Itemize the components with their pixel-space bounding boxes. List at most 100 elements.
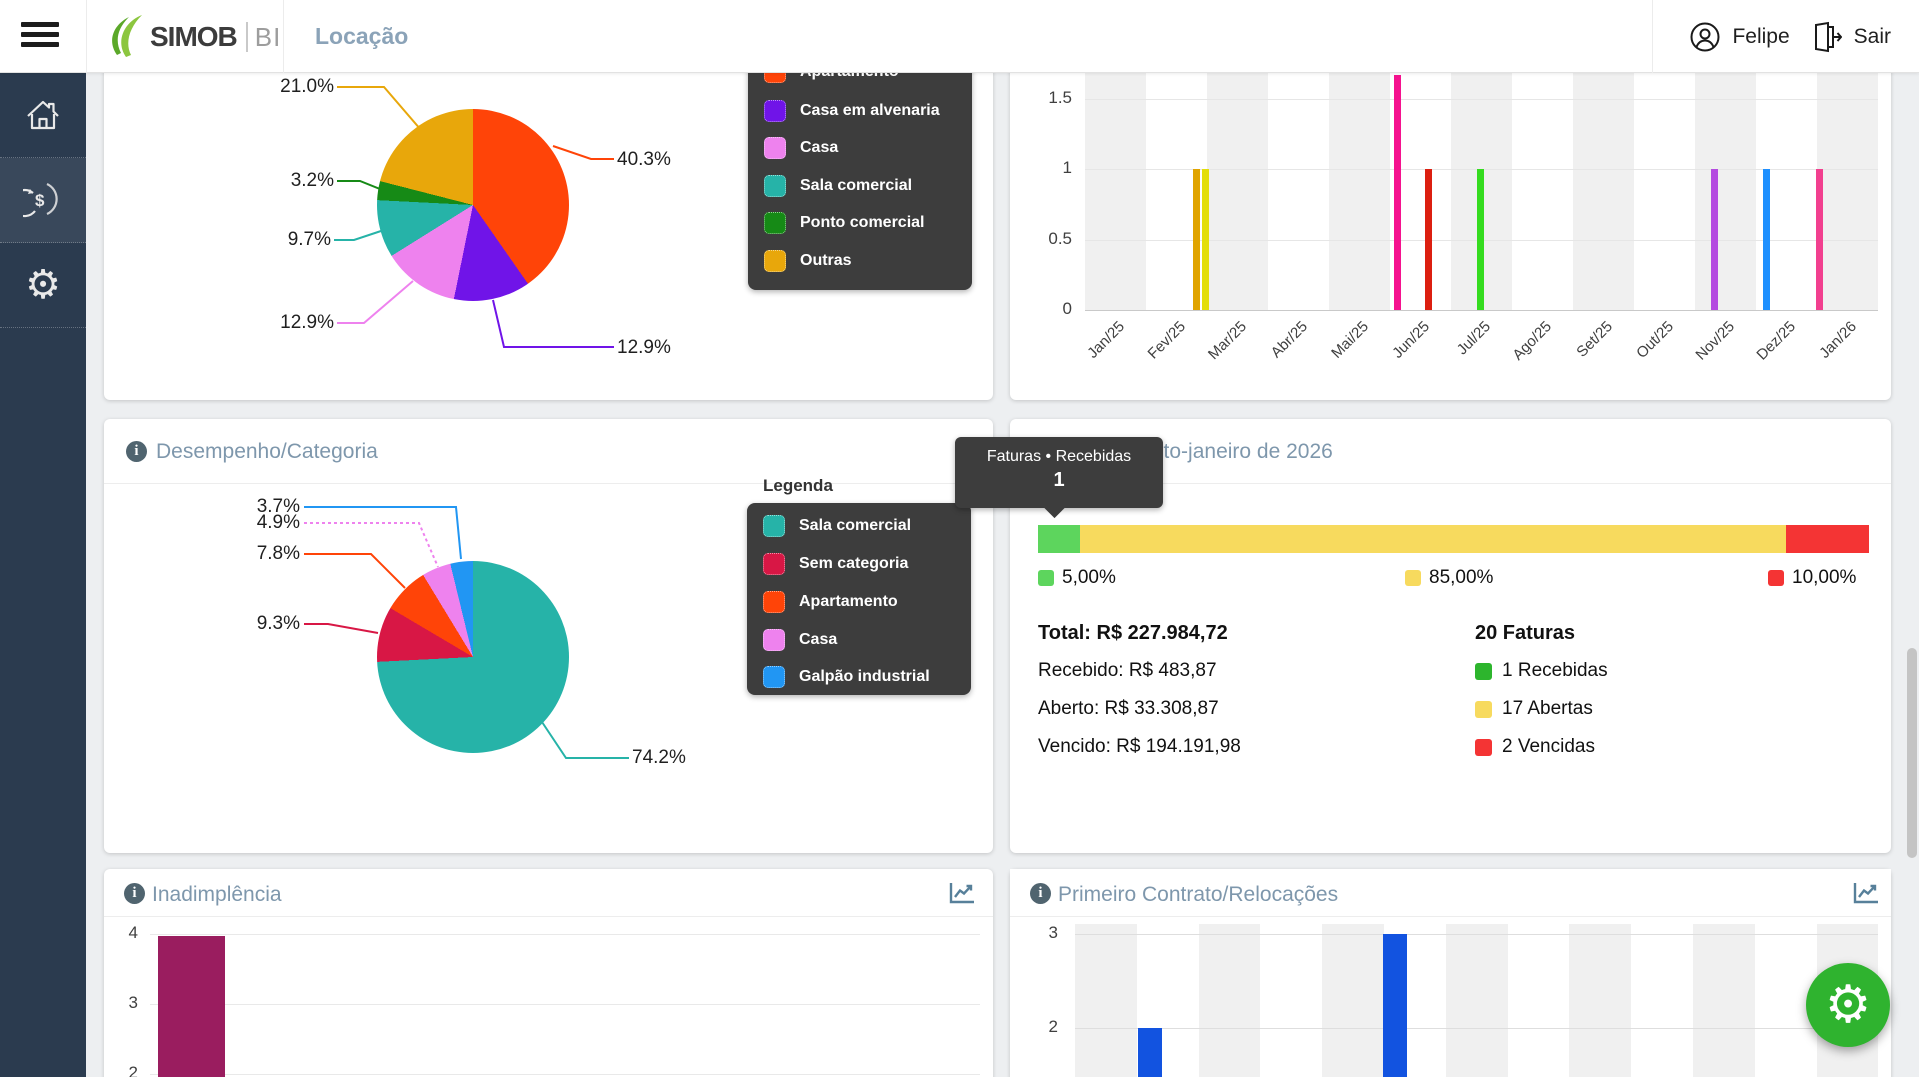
svg-text:$: $ bbox=[35, 191, 45, 210]
bar[interactable] bbox=[1711, 169, 1718, 310]
scrollbar-thumb[interactable] bbox=[1907, 648, 1917, 858]
y-tick: 0.5 bbox=[1048, 229, 1072, 248]
bar-segment-vencidas[interactable] bbox=[1785, 525, 1869, 553]
legend-swatch bbox=[764, 250, 786, 272]
bar[interactable] bbox=[1394, 75, 1401, 310]
panel-primeiro-contrato: i Primeiro Contrato/Relocações 3 2 bbox=[1010, 869, 1891, 1077]
logout-button[interactable] bbox=[1812, 21, 1842, 53]
y-tick: 4 bbox=[128, 923, 138, 942]
sidebar-item-home[interactable] bbox=[0, 73, 86, 158]
bar[interactable] bbox=[1202, 169, 1209, 310]
page-title: Locação bbox=[315, 23, 409, 49]
legend-item[interactable]: Casa em alvenaria bbox=[764, 100, 940, 122]
legend-item[interactable]: Sem categoria bbox=[763, 553, 908, 575]
sidebar: $ ⚙ bbox=[0, 73, 86, 1077]
line-chart-icon[interactable] bbox=[949, 882, 975, 904]
bar[interactable] bbox=[1193, 169, 1200, 310]
user-icon bbox=[1690, 22, 1720, 51]
total-line: Total: R$ 227.984,72 bbox=[1038, 622, 1228, 644]
primeiro-stripes bbox=[1010, 869, 1891, 1077]
brand-logo: SIMOB BI bbox=[104, 12, 281, 62]
pie1-chart[interactable] bbox=[377, 109, 569, 301]
panel-inadimplencia: i Inadimplência 4 3 2 bbox=[104, 869, 993, 1077]
pie1-label: 12.9% bbox=[280, 312, 334, 333]
legend-swatch bbox=[763, 591, 785, 613]
pie2-legend: Sala comercial Sem categoria Apartamento… bbox=[747, 503, 971, 695]
legend-item[interactable]: Apartamento bbox=[763, 591, 898, 613]
legend-item[interactable]: Casa bbox=[763, 629, 837, 651]
pie1-legend: Apartamento Casa em alvenaria Casa Sala … bbox=[748, 35, 972, 290]
legend-item[interactable]: Outras bbox=[764, 250, 852, 272]
bar[interactable] bbox=[1477, 169, 1484, 310]
bar[interactable] bbox=[158, 936, 225, 1077]
pie2-label: 9.3% bbox=[256, 613, 300, 634]
brand-primary: SIMOB bbox=[150, 21, 238, 52]
row-swatch bbox=[1475, 738, 1492, 756]
pie2-label: 74.2% bbox=[632, 747, 686, 768]
y-tick: 2 bbox=[128, 1063, 138, 1077]
sidebar-item-financeiro[interactable]: $ bbox=[0, 158, 86, 243]
pie2-label: 4.9% bbox=[256, 512, 300, 533]
y-tick: 3 bbox=[128, 993, 138, 1012]
aberto-line: Aberto: R$ 33.308,87 bbox=[1038, 698, 1219, 719]
pie2-chart[interactable] bbox=[377, 561, 569, 753]
bar[interactable] bbox=[1138, 1028, 1162, 1077]
legend-swatch bbox=[764, 175, 786, 197]
legend-item[interactable]: Sala comercial bbox=[763, 515, 911, 537]
pct-swatch bbox=[1038, 570, 1054, 586]
segment-pct: 5,00% bbox=[1038, 567, 1116, 589]
logo-leaf-icon bbox=[112, 15, 142, 57]
recebido-line: Recebido: R$ 483,87 bbox=[1038, 660, 1217, 681]
segment-pct: 10,00% bbox=[1768, 567, 1856, 589]
bar[interactable] bbox=[1383, 934, 1407, 1077]
home-icon bbox=[27, 100, 59, 130]
panel-desempenho: i Desempenho/Categoria Legenda Sala come… bbox=[104, 419, 993, 853]
info-icon[interactable]: i bbox=[1030, 883, 1051, 904]
legend-swatch bbox=[763, 553, 785, 575]
legend-item[interactable]: Ponto comercial bbox=[764, 212, 924, 234]
faturamento-stacked-bar[interactable] bbox=[1038, 525, 1869, 553]
monthly-plot[interactable] bbox=[1010, 0, 1891, 400]
logout-label[interactable]: Sair bbox=[1853, 24, 1891, 48]
bar[interactable] bbox=[1816, 169, 1823, 310]
row-swatch bbox=[1475, 662, 1492, 680]
y-tick: 1.5 bbox=[1048, 88, 1072, 107]
pie1-label: 21.0% bbox=[280, 76, 334, 97]
legend-item[interactable]: Galpão industrial bbox=[763, 666, 930, 688]
pct-swatch bbox=[1405, 570, 1421, 586]
logout-icon bbox=[1814, 21, 1842, 52]
gear-icon: ⚙ bbox=[25, 263, 61, 307]
user-menu[interactable] bbox=[1690, 22, 1720, 52]
pie2-label: 3.7% bbox=[256, 496, 300, 517]
pie1-label: 12.9% bbox=[617, 337, 671, 358]
user-name[interactable]: Felipe bbox=[1732, 24, 1790, 48]
pct-swatch bbox=[1768, 570, 1784, 586]
line-chart-icon[interactable] bbox=[1853, 882, 1879, 904]
bar-segment-abertas[interactable] bbox=[1079, 525, 1786, 553]
bar-segment-recebidas[interactable] bbox=[1038, 525, 1080, 553]
legend-swatch bbox=[764, 100, 786, 122]
gear-icon: ⚙ bbox=[1824, 976, 1872, 1034]
legend-item[interactable]: Casa bbox=[764, 137, 838, 159]
info-icon[interactable]: i bbox=[126, 441, 147, 462]
vencido-line: Vencido: R$ 194.191,98 bbox=[1038, 736, 1241, 757]
tooltip-value: 1 bbox=[1053, 469, 1065, 491]
legend-item[interactable]: Sala comercial bbox=[764, 175, 912, 197]
bar[interactable] bbox=[1425, 169, 1432, 310]
tooltip-label: Faturas • Recebidas bbox=[986, 448, 1132, 465]
bar[interactable] bbox=[1763, 169, 1770, 310]
sidebar-item-settings[interactable]: ⚙ bbox=[0, 243, 86, 328]
brand-secondary: BI bbox=[254, 21, 282, 52]
panel-title: Primeiro Contrato/Relocações bbox=[1058, 883, 1339, 906]
info-icon[interactable]: i bbox=[124, 883, 145, 904]
settings-fab[interactable]: ⚙ bbox=[1806, 963, 1890, 1047]
legend-swatch bbox=[763, 515, 785, 537]
legend-title: Legenda bbox=[763, 476, 833, 495]
faturas-row: 2 Vencidas bbox=[1475, 736, 1595, 758]
y-tick: 3 bbox=[1048, 923, 1058, 942]
panel-title: Inadimplência bbox=[152, 883, 282, 906]
pie1-label: 9.7% bbox=[287, 229, 331, 250]
pie2-label: 7.8% bbox=[256, 543, 300, 564]
hamburger-menu-icon[interactable] bbox=[21, 22, 65, 52]
